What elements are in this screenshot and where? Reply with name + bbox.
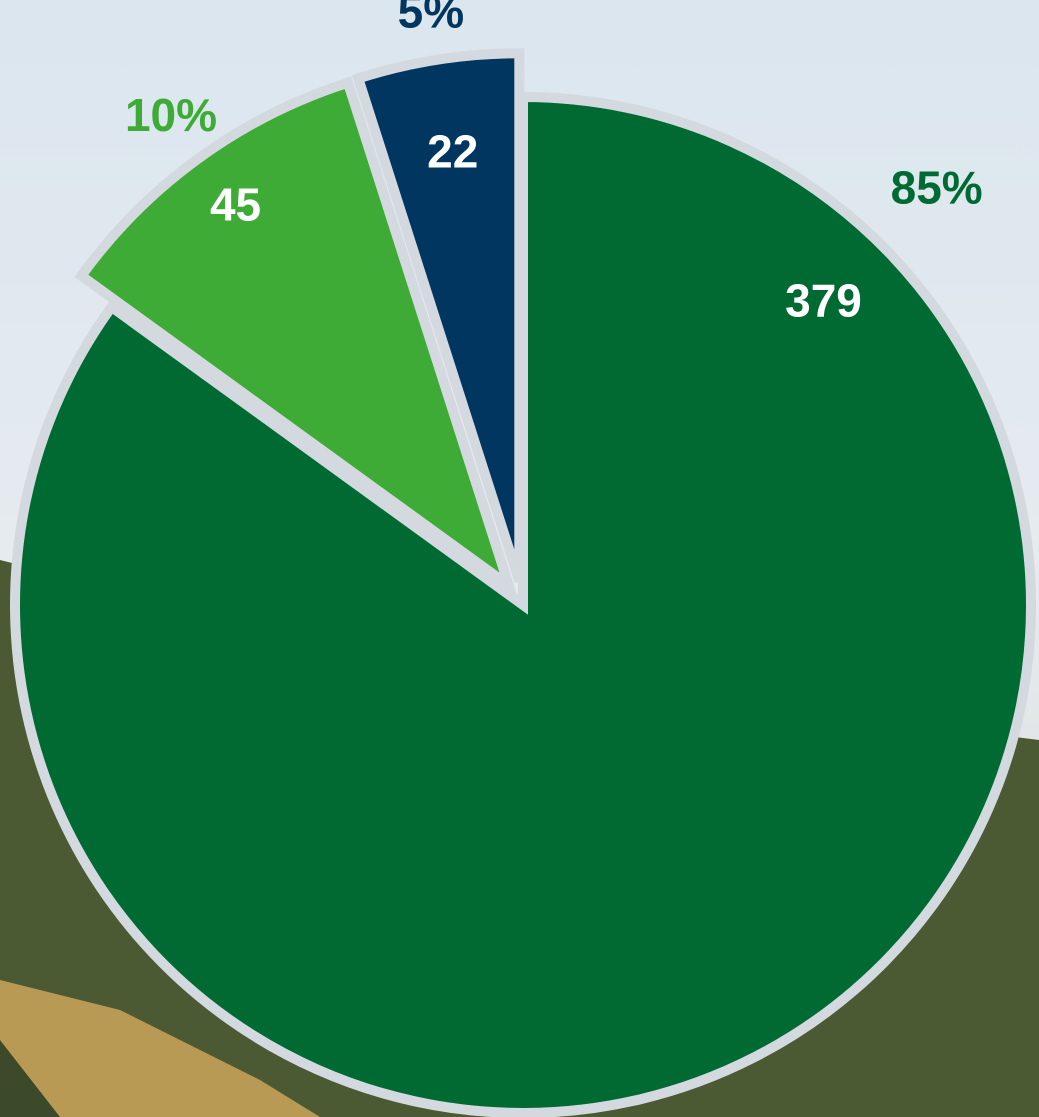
percentage-label: 5% <box>398 0 464 37</box>
percentage-label: 85% <box>891 161 983 213</box>
page: {"chart_data": {"type": "pie", "values":… <box>0 0 1039 1117</box>
value-label: 22 <box>427 126 478 178</box>
value-label: 45 <box>210 178 261 230</box>
percentage-label: 10% <box>125 89 217 141</box>
chart: 379 85% 22 5% 45 10% <box>0 0 1039 1117</box>
value-label: 379 <box>785 275 862 327</box>
